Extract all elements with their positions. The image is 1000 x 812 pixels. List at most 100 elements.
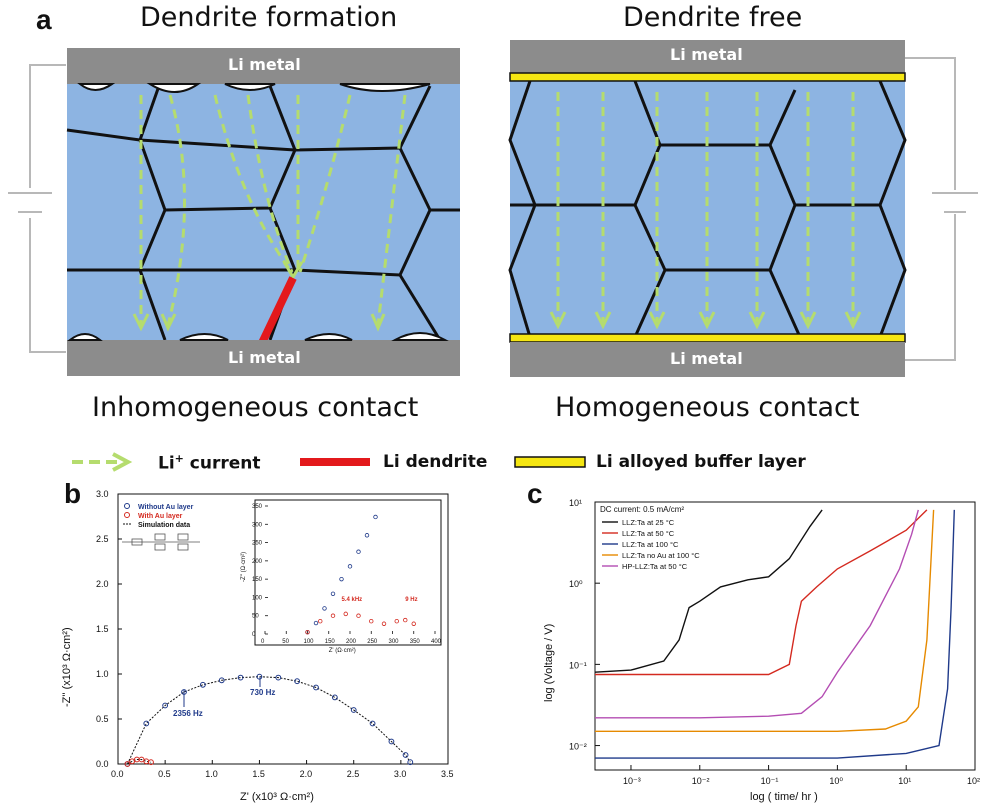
b-inset-y-tick-label: 100 bbox=[252, 595, 263, 601]
li-dendrite bbox=[258, 276, 297, 345]
right-grain-boundaries bbox=[508, 80, 907, 338]
right-top-metal-label: Li metal bbox=[670, 45, 743, 64]
b-inset-point-with bbox=[356, 613, 361, 618]
panel-a-letter: a bbox=[36, 4, 52, 35]
b-annotation-2356: 2356 Hz bbox=[173, 709, 203, 718]
b-inset-x-tick-label: 250 bbox=[367, 639, 378, 645]
b-x-ticks: 0.0 0.5 1.0 1.5 2.0 2.5 3.0 3.5 bbox=[111, 760, 454, 779]
b-data-point bbox=[350, 707, 357, 713]
equivalent-circuit-icon bbox=[122, 533, 200, 551]
b-data-point bbox=[148, 759, 154, 766]
b-inset-point-with bbox=[305, 629, 310, 635]
b-inset-y-tick-label: 0 bbox=[252, 632, 256, 638]
left-top-metal-label: Li metal bbox=[228, 55, 301, 74]
b-inset-frame bbox=[254, 499, 442, 646]
b-x-tick-label: 3.0 bbox=[394, 769, 407, 779]
b-data-point bbox=[199, 681, 206, 688]
c-y-ticks: 10⁻² 10⁻¹ 10⁰ 10¹ bbox=[569, 498, 600, 752]
legend-dendrite-label: Li dendrite bbox=[383, 452, 488, 472]
b-data-point bbox=[402, 752, 409, 758]
b-data-point bbox=[124, 761, 131, 767]
b-inset-x-tick-label: 150 bbox=[325, 639, 336, 645]
b-data-point bbox=[143, 720, 150, 727]
c-series-line-3 bbox=[595, 509, 935, 732]
b-x-tick-label: 2.5 bbox=[347, 769, 360, 779]
left-circuit-wire bbox=[29, 64, 66, 188]
b-x-tick-label: 2.0 bbox=[300, 769, 313, 779]
b-data-point bbox=[138, 756, 145, 763]
right-electrolyte bbox=[510, 81, 905, 337]
b-inset-point-without bbox=[356, 549, 361, 554]
panel-c-letter: c bbox=[527, 478, 543, 509]
panel-a-diagram bbox=[8, 40, 978, 377]
b-inset-x-tick-label: 300 bbox=[389, 639, 400, 645]
c-y-tick-label: 10⁻² bbox=[569, 742, 587, 752]
right-bottom-metal bbox=[510, 342, 905, 377]
right-bottom-buffer bbox=[509, 333, 906, 343]
b-series bbox=[124, 673, 414, 767]
b-inset-x-tick-label: 100 bbox=[304, 639, 315, 645]
b-annotation-730: 730 Hz bbox=[250, 688, 275, 697]
b-inset-x-tick-label: 350 bbox=[410, 639, 421, 645]
c-legend-label: HP-LLZ:Ta at 50 °C bbox=[622, 562, 688, 571]
right-circuit-wire bbox=[905, 57, 956, 190]
b-inset-point-without bbox=[364, 533, 370, 538]
b-inset-x-tick-label: 200 bbox=[346, 639, 357, 645]
b-legend-sim: Simulation data bbox=[138, 522, 190, 529]
legend-current-label: Li+ current bbox=[158, 452, 261, 474]
b-inset-point-with bbox=[394, 618, 399, 624]
left-caption: Inhomogeneous contact bbox=[92, 392, 419, 423]
b-data-point bbox=[313, 684, 319, 691]
c-series bbox=[594, 509, 955, 759]
b-inset-point-with bbox=[318, 618, 323, 624]
b-ylabel: -Z'' (x10³ Ω·cm²) bbox=[61, 627, 73, 707]
right-bottom-metal-label: Li metal bbox=[670, 349, 743, 368]
b-data-point bbox=[237, 674, 244, 681]
panel-a-legend-marks bbox=[72, 452, 586, 472]
b-legend-without: Without Au layer bbox=[138, 504, 194, 511]
b-y-tick-label: 1.0 bbox=[96, 669, 109, 679]
c-x-tick-label: 10⁰ bbox=[829, 776, 843, 786]
left-bottom-metal-label: Li metal bbox=[228, 348, 301, 367]
b-inset-point-with bbox=[343, 611, 348, 617]
b-data-point bbox=[256, 673, 263, 680]
b-legend-marker-with bbox=[124, 512, 130, 518]
c-x-tick-label: 10⁻² bbox=[692, 776, 710, 786]
c-x-tick-label: 10⁻¹ bbox=[761, 776, 779, 786]
b-inset-y-tick-label: 300 bbox=[252, 522, 263, 528]
b-inset-ylabel: -Z'' (Ω·cm²) bbox=[241, 552, 247, 582]
b-data-point bbox=[275, 674, 282, 681]
c-legend-label: LLZ:Ta no Au at 100 °C bbox=[622, 551, 700, 560]
left-circuit-wire-bottom bbox=[29, 218, 66, 353]
b-y-tick-label: 0.0 bbox=[96, 759, 109, 769]
c-legend: LLZ:Ta at 25 °C LLZ:Ta at 50 °C LLZ:Ta at … bbox=[602, 518, 700, 571]
b-inset-point-without bbox=[313, 620, 319, 626]
b-inset-point-without bbox=[339, 576, 344, 582]
b-inset-x-tick-label: 50 bbox=[282, 639, 289, 645]
b-inset-point-with bbox=[403, 617, 408, 623]
panel-b-chart: 0.0 0.5 1.0 1.5 2.0 2.5 3.0 3.5 0.0 0.5 1.0 1.5 2.0… bbox=[61, 489, 454, 803]
b-y-tick-label: 3.0 bbox=[96, 489, 109, 499]
b-inset-y-tick-label: 50 bbox=[252, 614, 259, 620]
b-x-tick-label: 0.0 bbox=[111, 769, 124, 779]
c-legend-label: LLZ:Ta at 100 °C bbox=[622, 540, 679, 549]
b-inset-point-with bbox=[330, 613, 336, 618]
b-inset-point-with bbox=[411, 621, 416, 626]
b-inset-point-with bbox=[381, 621, 387, 626]
b-inset-y-tick-label: 150 bbox=[252, 577, 263, 583]
panel-c-chart: 10⁻³ 10⁻² 10⁻¹ 10⁰ 10¹ 10² 10⁻² 10⁻¹ 10⁰ 10¹ LLZ… bbox=[543, 498, 980, 803]
right-cell bbox=[508, 40, 978, 377]
b-inset-annotation-54: 5.4 kHz bbox=[342, 597, 363, 603]
right-current-arrows bbox=[556, 92, 855, 322]
b-legend-marker-without bbox=[124, 503, 130, 509]
left-electrolyte bbox=[67, 83, 460, 340]
c-x-tick-label: 10¹ bbox=[898, 776, 911, 786]
legend-current-head bbox=[112, 452, 133, 472]
right-circuit-wire-bottom bbox=[905, 214, 956, 361]
c-legend-label: LLZ:Ta at 25 °C bbox=[622, 518, 675, 527]
b-x-tick-label: 0.5 bbox=[158, 769, 171, 779]
b-x-tick-label: 1.0 bbox=[205, 769, 218, 779]
c-series-line-4 bbox=[595, 509, 919, 719]
b-xlabel: Z' (x10³ Ω·cm²) bbox=[240, 791, 314, 803]
c-plot-frame bbox=[594, 501, 976, 771]
